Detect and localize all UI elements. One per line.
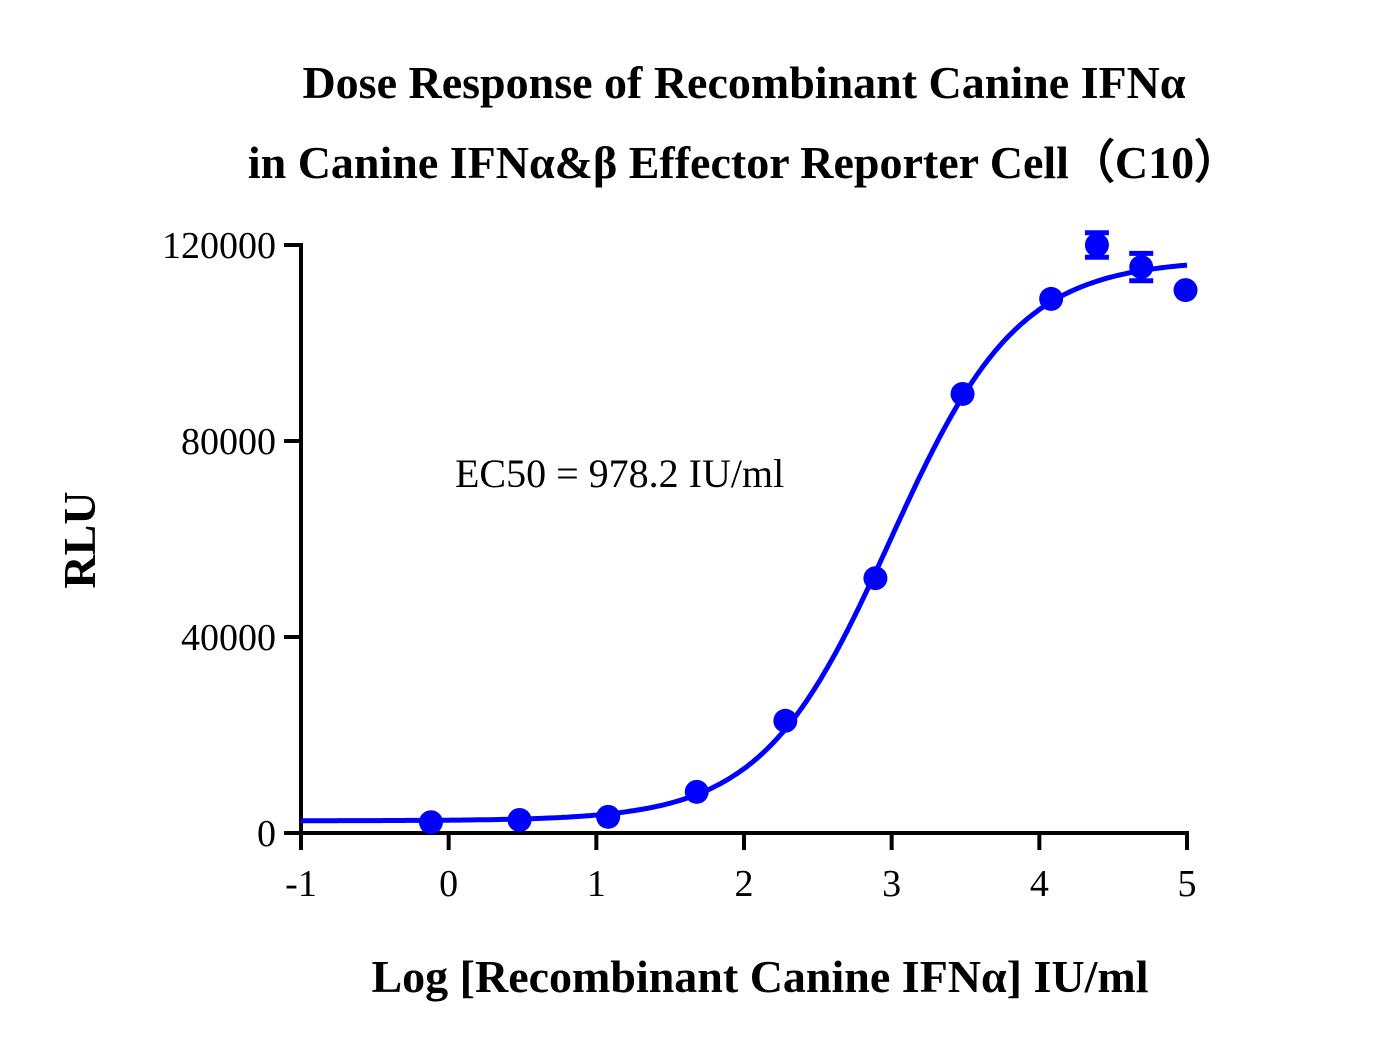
- y-tick-label: 0: [257, 813, 276, 855]
- data-point: [1173, 278, 1198, 303]
- x-tick-label: 5: [1178, 863, 1197, 905]
- data-point: [507, 808, 532, 833]
- y-tick-label: 120000: [162, 225, 276, 267]
- x-tick-label: 2: [735, 863, 754, 905]
- x-axis-label: Log [Recombinant Canine IFNα] IU/ml: [371, 951, 1148, 1002]
- data-point: [1084, 233, 1109, 257]
- data-point: [773, 708, 798, 733]
- x-tick-label: 3: [882, 863, 901, 905]
- chart-title-line1: Dose Response of Recombinant Canine IFNα: [302, 57, 1186, 108]
- x-tick-label: 4: [1030, 863, 1049, 905]
- chart-title-line2: in Canine IFNα&β Effector Reporter Cell（…: [247, 137, 1241, 188]
- x-tick-label: 1: [587, 863, 606, 905]
- data-point: [1039, 286, 1064, 311]
- y-tick-label: 80000: [181, 421, 276, 463]
- data-point: [863, 566, 888, 591]
- data-point: [950, 381, 975, 406]
- x-tick-label: -1: [285, 863, 317, 905]
- data-point: [1129, 255, 1154, 280]
- data-point: [684, 779, 709, 804]
- y-tick-label: 40000: [181, 617, 276, 659]
- ec50-annotation: EC50 = 978.2 IU/ml: [455, 451, 784, 496]
- fit-curve: [301, 262, 1188, 824]
- y-axis-label: RLU: [54, 491, 105, 588]
- x-tick-label: 0: [439, 863, 458, 905]
- data-point: [418, 810, 443, 835]
- data-point: [596, 804, 621, 829]
